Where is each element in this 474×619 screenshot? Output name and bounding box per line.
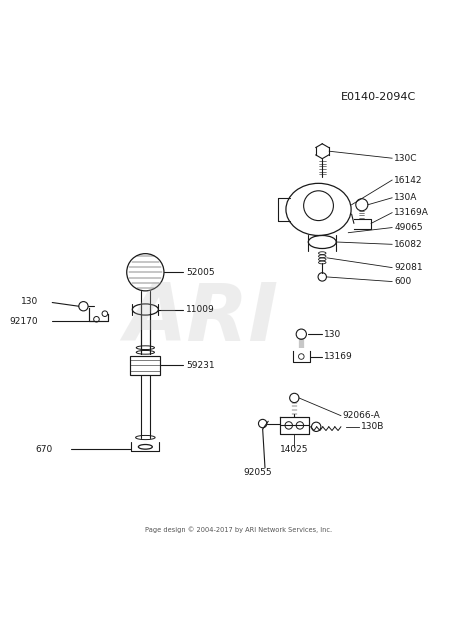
Text: E0140-2094C: E0140-2094C [341, 92, 416, 102]
Text: 16142: 16142 [394, 176, 423, 184]
Text: 11009: 11009 [186, 305, 215, 314]
Text: 92066-A: 92066-A [343, 411, 381, 420]
Text: 130: 130 [324, 330, 341, 339]
Text: 600: 600 [394, 277, 411, 286]
Bar [130, 356, 160, 374]
Text: ARI: ARI [124, 280, 278, 358]
Text: Page design © 2004-2017 by ARI Network Services, Inc.: Page design © 2004-2017 by ARI Network S… [145, 526, 332, 533]
Text: 14025: 14025 [280, 444, 309, 454]
Text: 670: 670 [35, 444, 52, 454]
Text: 92081: 92081 [394, 263, 423, 272]
Text: 130C: 130C [394, 154, 418, 163]
Text: 59231: 59231 [186, 361, 215, 370]
Text: 92170: 92170 [9, 317, 38, 326]
Text: 52005: 52005 [186, 268, 215, 277]
Text: 92055: 92055 [244, 468, 273, 477]
Text: 13169: 13169 [324, 352, 353, 361]
Text: 130: 130 [21, 297, 38, 306]
Text: 49065: 49065 [394, 223, 423, 232]
Text: 130B: 130B [361, 422, 385, 431]
Text: 16082: 16082 [394, 240, 423, 249]
Text: 13169A: 13169A [394, 208, 429, 217]
Text: 130A: 130A [394, 193, 418, 202]
